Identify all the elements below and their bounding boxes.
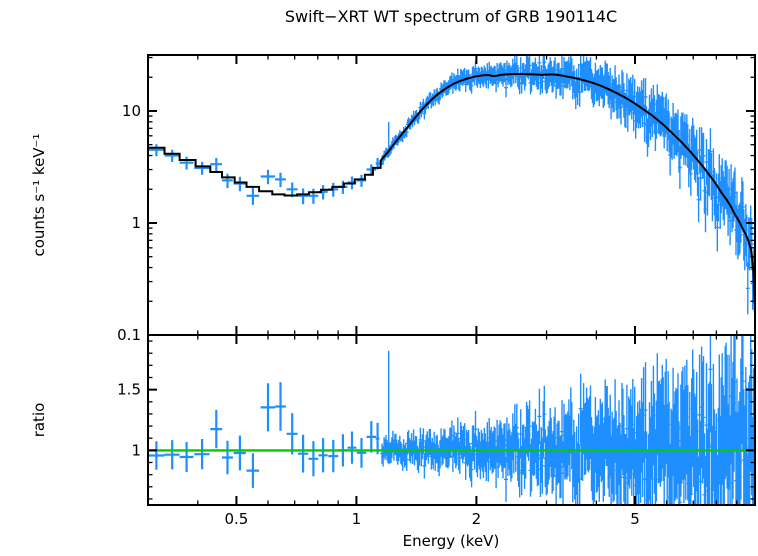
y-axis-label-counts: counts s⁻¹ keV⁻¹ xyxy=(30,134,48,257)
y-tick-label-spectrum: 0.1 xyxy=(117,326,141,344)
y-axis-label-ratio: ratio xyxy=(30,403,48,438)
y-tick-label-spectrum: 1 xyxy=(131,214,141,232)
spectrum-low-energy-points xyxy=(148,144,380,205)
spectrum-data-series xyxy=(380,55,755,322)
y-tick-label-ratio: 1 xyxy=(131,441,141,459)
spectrum-panel-frame xyxy=(147,54,756,336)
ratio-data-series xyxy=(380,335,755,505)
x-tick-label: 1 xyxy=(352,510,362,528)
x-axis-label: Energy (keV) xyxy=(403,532,500,550)
x-tick-label: 0.5 xyxy=(224,510,248,528)
model-line xyxy=(148,73,755,316)
ratio-low-energy-points xyxy=(148,382,380,488)
x-tick-label: 5 xyxy=(630,510,640,528)
axes: 0.5 1 2 5 0.1 1 10 1 1.5 xyxy=(117,54,756,528)
chart-title: Swift−XRT WT spectrum of GRB 190114C xyxy=(285,7,617,26)
ratio-panel-frame xyxy=(147,334,756,506)
y-tick-label-ratio: 1.5 xyxy=(117,381,141,399)
plot-graphics: 0.5 1 2 5 0.1 1 10 1 1.5 xyxy=(117,54,756,528)
x-tick-label: 2 xyxy=(472,510,482,528)
y-tick-label-spectrum: 10 xyxy=(122,102,141,120)
